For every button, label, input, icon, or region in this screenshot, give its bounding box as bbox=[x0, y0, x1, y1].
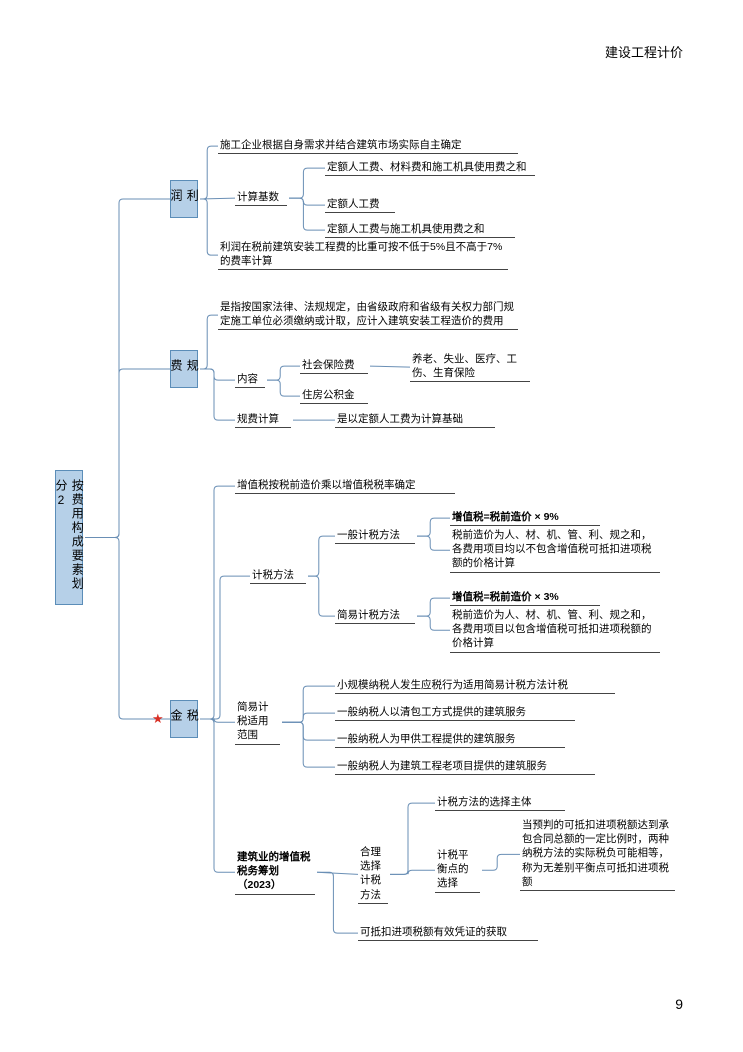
mindmap-node: 小规模纳税人发生应税行为适用简易计税方法计税 bbox=[335, 678, 615, 694]
page-header: 建设工程计价 bbox=[605, 42, 683, 61]
mindmap-node: 社会保险费 bbox=[300, 358, 368, 374]
mindmap-node: 税前造价为人、材、机、管、利、规之和，各费用项目均以不包含增值税可抵扣进项税额的… bbox=[450, 528, 660, 573]
mindmap-node: 规费 bbox=[170, 350, 198, 388]
mindmap-node: 简易计税适用范围 bbox=[235, 700, 280, 745]
mindmap-node: 增值税=税前造价 × 3% bbox=[450, 590, 600, 606]
mindmap-node: 税前造价为人、材、机、管、利、规之和，各费用项目以包含增值税可抵扣进项税额的价格… bbox=[450, 608, 660, 653]
mindmap-node: 建筑业的增值税税务筹划（2023） bbox=[235, 850, 315, 895]
star-icon: ★ bbox=[152, 711, 164, 727]
mindmap-node: 一般纳税人以清包工方式提供的建筑服务 bbox=[335, 705, 575, 721]
mindmap-node: 是以定额人工费为计算基础 bbox=[335, 412, 495, 428]
mindmap-node: 规费计算 bbox=[235, 412, 291, 428]
mindmap-node: 养老、失业、医疗、工伤、生育保险 bbox=[410, 352, 530, 382]
mindmap-node: 一般计税方法 bbox=[335, 528, 415, 544]
mindmap-node: 可抵扣进项税额有效凭证的获取 bbox=[358, 925, 538, 941]
mindmap-node: 当预判的可抵扣进项税额达到承包合同总额的一定比例时，两种纳税方法的实际税负可能相… bbox=[520, 818, 675, 891]
mindmap-node: 内容 bbox=[235, 372, 265, 388]
mindmap-node: 计算基数 bbox=[235, 190, 287, 206]
mindmap-node: 计税方法 bbox=[250, 568, 306, 584]
page-number: 9 bbox=[675, 996, 683, 1012]
mindmap-node: 计税方法的选择主体 bbox=[435, 795, 565, 811]
mindmap-node: 增值税=税前造价 × 9% bbox=[450, 510, 600, 526]
mindmap-node: 住房公积金 bbox=[300, 388, 368, 404]
mindmap-node: 一般纳税人为甲供工程提供的建筑服务 bbox=[335, 732, 565, 748]
mindmap-node: 施工企业根据自身需求并结合建筑市场实际自主确定 bbox=[218, 138, 518, 154]
mindmap-node: 税金 bbox=[170, 700, 198, 738]
mindmap-node: 利润在税前建筑安装工程费的比重可按不低于5%且不高于7%的费率计算 bbox=[218, 240, 508, 270]
mindmap-node: 计税平衡点的选择 bbox=[435, 848, 480, 893]
mindmap-node: 定额人工费、材料费和施工机具使用费之和 bbox=[325, 160, 535, 176]
mindmap-node: 定额人工费 bbox=[325, 197, 395, 213]
mindmap-node: 利润 bbox=[170, 180, 198, 218]
mindmap-node: 是指按国家法律、法规规定，由省级政府和省级有关权力部门规定施工单位必须缴纳或计取… bbox=[218, 300, 518, 330]
mindmap-node: 简易计税方法 bbox=[335, 608, 415, 624]
mindmap-node: 增值税按税前造价乘以增值税税率确定 bbox=[235, 478, 455, 494]
mindmap-node: 按费用构成要素划分2 bbox=[55, 470, 83, 605]
mindmap-node: 合理选择计税方法 bbox=[358, 845, 388, 904]
mindmap-node: 一般纳税人为建筑工程老项目提供的建筑服务 bbox=[335, 759, 595, 775]
mindmap-node: 定额人工费与施工机具使用费之和 bbox=[325, 222, 515, 238]
